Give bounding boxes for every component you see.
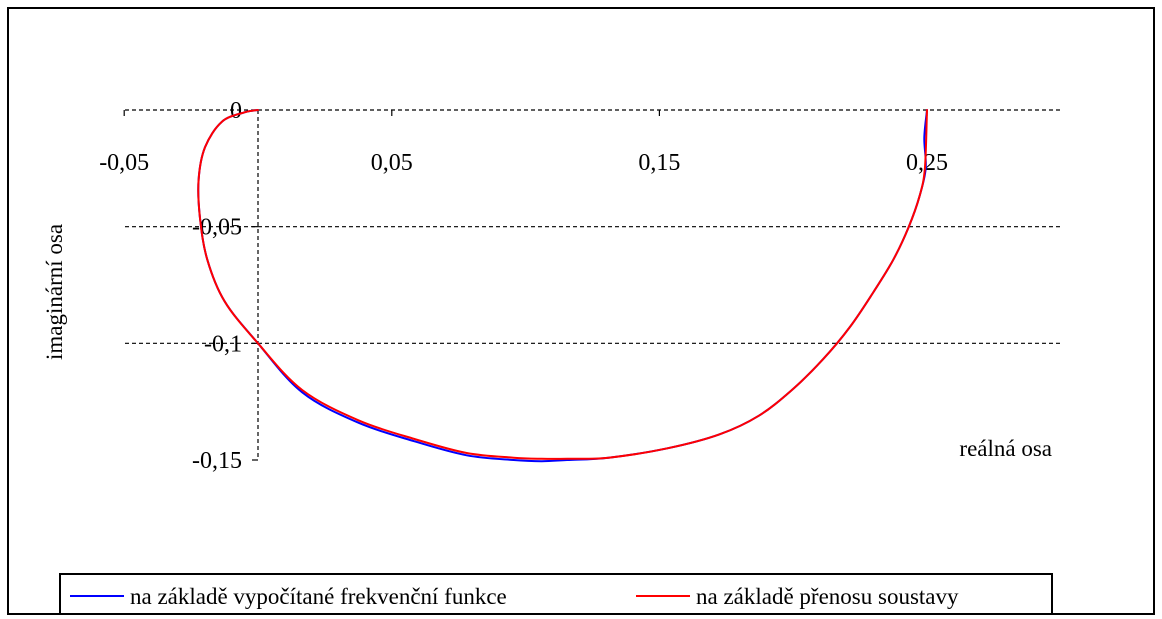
- x-tick-label-2: 0,15: [638, 150, 680, 176]
- legend-label-transfer: na základě přenosu soustavy: [696, 584, 959, 609]
- y-tick-label-3: -0,15: [192, 448, 242, 474]
- chart-frame: [7, 7, 1155, 615]
- y-tick-label-2: -0,1: [204, 331, 242, 357]
- legend: na základě vypočítané frekvenční funkce …: [59, 573, 1053, 615]
- y-tick-label-0: 0: [230, 98, 242, 124]
- legend-label-computed: na základě vypočítané frekvenční funkce: [130, 584, 507, 609]
- x-tick-label-1: 0,05: [371, 150, 413, 176]
- x-tick-label-3: 0,25: [906, 150, 948, 176]
- x-axis-label: reálná osa: [959, 436, 1052, 461]
- series-lines: [197, 109, 928, 463]
- series-line-transfer: [197, 109, 928, 460]
- legend-box: [59, 573, 1053, 615]
- grid-lines: [125, 109, 1060, 344]
- y-axis-label: imaginární osa: [42, 224, 67, 360]
- x-tick-label-0: -0,05: [99, 150, 149, 176]
